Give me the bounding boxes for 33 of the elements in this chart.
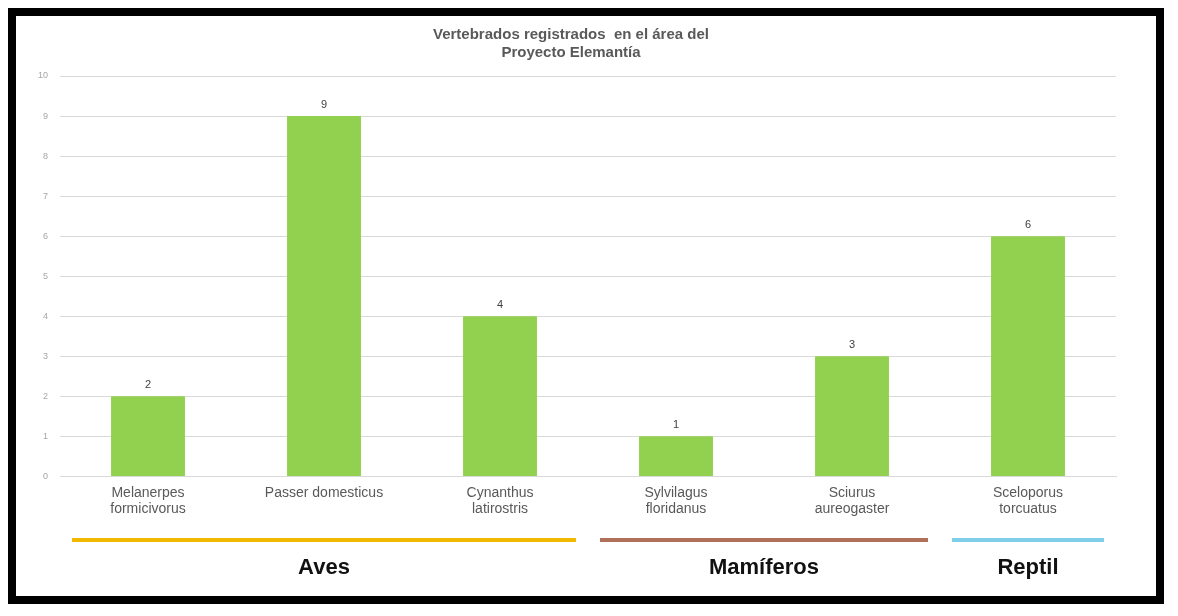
x-tick-label: Cynanthus latirostris <box>466 483 534 517</box>
y-tick-label: 3 <box>43 350 49 361</box>
data-label: 3 <box>848 337 856 350</box>
y-tick-label: 10 <box>38 70 49 81</box>
y-tick-label: 2 <box>43 390 49 401</box>
y-tick-label: 8 <box>43 150 49 161</box>
bar <box>287 116 361 476</box>
text: Reptil <box>996 554 1060 580</box>
data-label: 1 <box>672 417 680 430</box>
y-tick-label: 6 <box>43 230 49 241</box>
chart-title: Vertebrados registrados en el área del Proyecto Elemantía <box>433 25 709 61</box>
bar <box>639 436 713 476</box>
x-tick-label: Sciurus aureogaster <box>814 483 890 517</box>
data-label: 2 <box>144 377 152 390</box>
bar <box>463 316 537 476</box>
text: Aves <box>297 554 351 580</box>
data-label: 6 <box>1024 217 1032 230</box>
data-label: 4 <box>496 297 504 310</box>
x-tick-label: Sceloporus torcuatus <box>992 483 1064 517</box>
y-tick-label: 5 <box>43 270 49 281</box>
data-label: 9 <box>320 97 328 110</box>
x-tick-label: Melanerpes formicivorus <box>110 483 186 517</box>
text: Mamíferos <box>707 554 820 580</box>
x-tick-label: Sylvilagus floridanus <box>644 483 708 517</box>
bar <box>111 396 185 476</box>
bar <box>991 236 1065 476</box>
y-tick-label: 7 <box>43 190 49 201</box>
y-tick-label: 4 <box>43 310 49 321</box>
x-tick-label: Passer domesticus <box>264 483 384 500</box>
y-tick-label: 1 <box>43 430 49 441</box>
y-tick-label: 9 <box>43 110 49 121</box>
bar <box>815 356 889 476</box>
y-tick-label: 0 <box>43 470 49 481</box>
